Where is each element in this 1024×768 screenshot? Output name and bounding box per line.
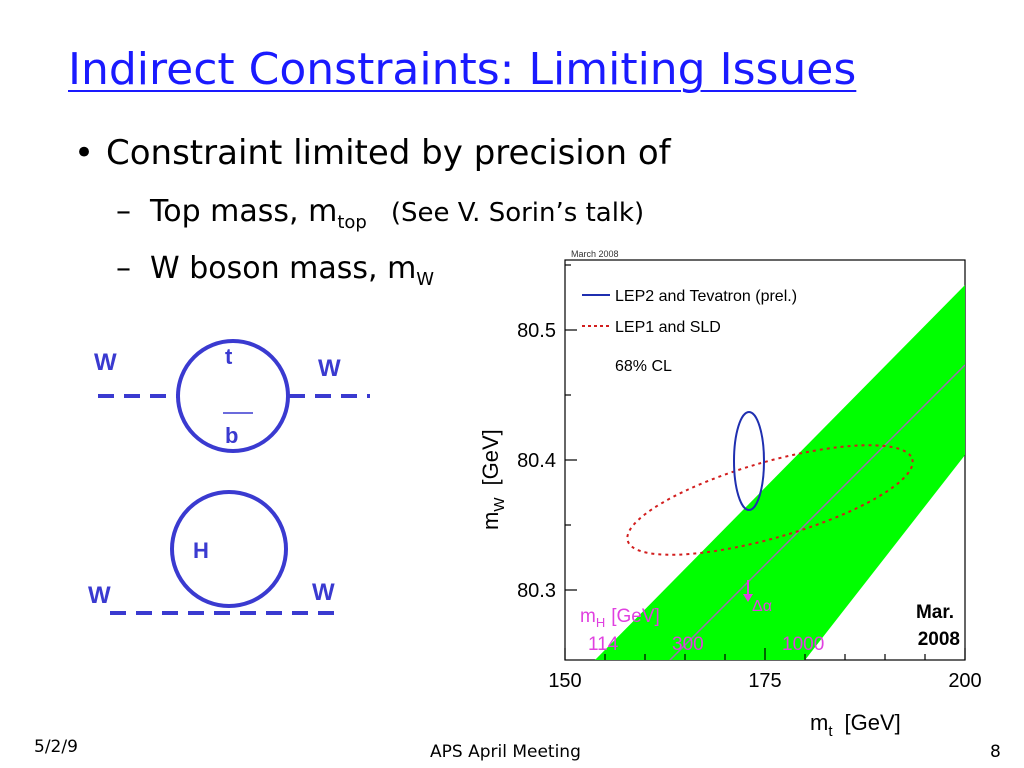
y-ticks (565, 264, 577, 591)
cl-label: 68% CL (615, 358, 672, 375)
delta-alpha-label: Δα (752, 598, 772, 615)
feynman-diagrams: W W t b H W W (88, 339, 370, 615)
subbullet-text: Top mass, m (150, 194, 338, 229)
mh-line (669, 364, 965, 660)
higgs-loop (170, 490, 288, 608)
footer-date: 5/2/9 (34, 737, 78, 757)
x-tick-label: 175 (748, 670, 781, 692)
legend-label-lep2: LEP2 and Tevatron (prel.) (615, 288, 797, 305)
y-tick-label: 80.5 (517, 320, 556, 342)
sm-band (595, 285, 965, 660)
diagram1-right-label: W (318, 355, 341, 382)
y-tick-label: 80.4 (517, 450, 556, 472)
dash-mark: – (116, 194, 131, 229)
slide-title: Indirect Constraints: Limiting Issues (68, 44, 857, 95)
bullet-text: Constraint limited by precision of (106, 133, 671, 173)
subbullet-subscript: W (416, 269, 435, 290)
plot-header: March 2008 (571, 249, 619, 259)
bullet-mark: • (74, 133, 95, 173)
mh-value: 1000 (782, 634, 824, 655)
x-axis-title: mt [GeV] (810, 710, 901, 740)
diagram1-bottom-label: b (225, 423, 238, 448)
diagram1-top-label: t (225, 344, 233, 369)
page-number: 8 (990, 742, 1001, 762)
x-tick-label: 200 (948, 670, 981, 692)
diagram2-loop-label: H (193, 538, 209, 563)
subbullet-text: W boson mass, m (150, 251, 417, 286)
main-bullet: • Constraint limited by precision of (74, 133, 671, 173)
stamp-line1: Mar. (916, 602, 954, 623)
dash-mark: – (116, 251, 131, 286)
x-ticks (564, 648, 966, 660)
mw-mt-plot: March 2008 LEP2 and Tevatron (prel.) LEP… (478, 249, 982, 740)
footer-center: APS April Meeting (430, 742, 581, 762)
mh-value: 300 (672, 634, 704, 655)
legend-label-lep1: LEP1 and SLD (615, 319, 721, 336)
subbullet-w-mass: – W boson mass, mW (116, 251, 434, 290)
y-tick-label: 80.3 (517, 580, 556, 602)
subbullet-top-mass: – Top mass, mtop (See V. Sorin’s talk) (116, 194, 644, 233)
diagram2-left-label: W (88, 582, 111, 609)
diagram1-left-label: W (94, 349, 117, 376)
lep2-tevatron-ellipse (733, 411, 765, 511)
stamp-line2: 2008 (918, 629, 960, 650)
mh-value: 114 (588, 634, 619, 655)
top-bottom-loop (176, 339, 290, 453)
diagram2-right-label: W (312, 579, 335, 606)
subbullet-note: (See V. Sorin’s talk) (390, 198, 645, 228)
mh-axis-label: mH [GeV] (580, 606, 660, 630)
x-tick-label: 150 (548, 670, 581, 692)
subbullet-subscript: top (337, 212, 367, 233)
y-axis-title: mW[GeV] (478, 429, 508, 530)
delta-alpha-arrowhead (743, 594, 753, 602)
